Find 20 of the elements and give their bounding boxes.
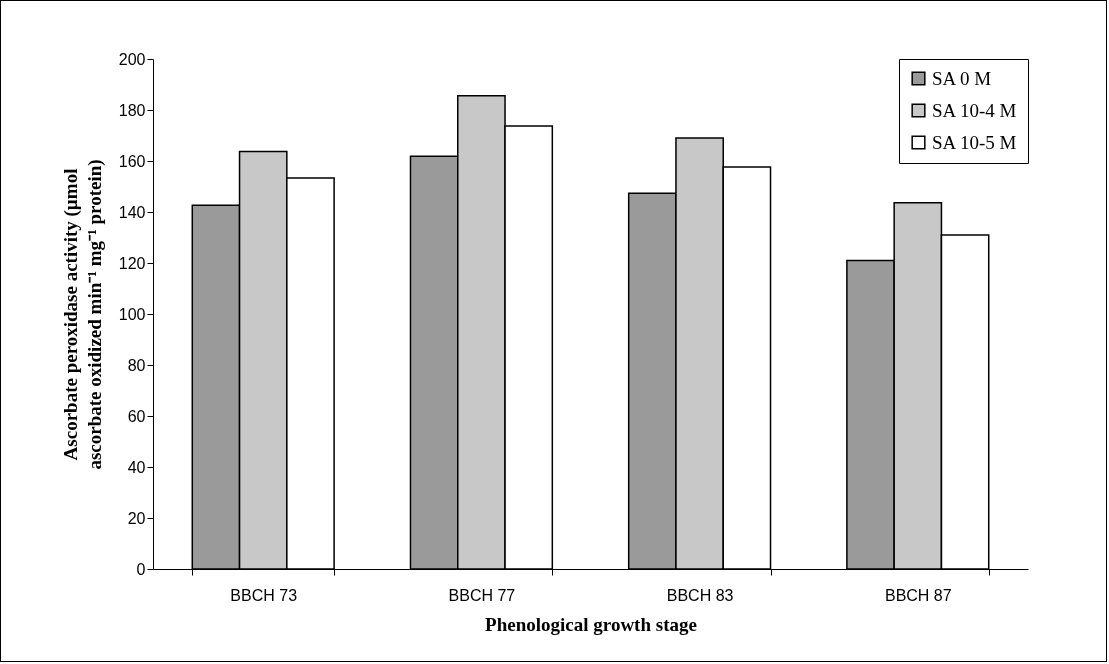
y-tick-label: 80 bbox=[127, 356, 146, 374]
y-tick-label: 140 bbox=[118, 203, 146, 221]
y-tick-label: 0 bbox=[136, 560, 146, 578]
x-tick-label: BBCH 83 bbox=[666, 586, 734, 604]
y-tick-label: 60 bbox=[127, 407, 146, 425]
y-tick-label: 160 bbox=[118, 152, 146, 170]
y-tick-label: 180 bbox=[118, 101, 146, 119]
legend-label: SA 10-4 M bbox=[932, 99, 1017, 121]
y-tick-label: 40 bbox=[127, 458, 146, 476]
y-tick-label: 200 bbox=[118, 50, 146, 68]
y-tick-label: 20 bbox=[127, 509, 146, 527]
y-tick-label: 120 bbox=[118, 254, 146, 272]
y-tick-label: 100 bbox=[118, 305, 146, 323]
x-tick-label: BBCH 87 bbox=[884, 586, 952, 604]
legend-label: SA 0 M bbox=[932, 67, 992, 89]
legend-label: SA 10-5 M bbox=[932, 131, 1017, 153]
x-tick-label: BBCH 73 bbox=[230, 586, 298, 604]
x-tick-label: BBCH 77 bbox=[448, 586, 516, 604]
y-axis-title: Ascorbate peroxidase activity (µmol ascorbate oxidized min⁻¹ mg⁻¹ protein) bbox=[59, 159, 106, 470]
x-axis-title: Phenological growth stage bbox=[485, 613, 697, 635]
